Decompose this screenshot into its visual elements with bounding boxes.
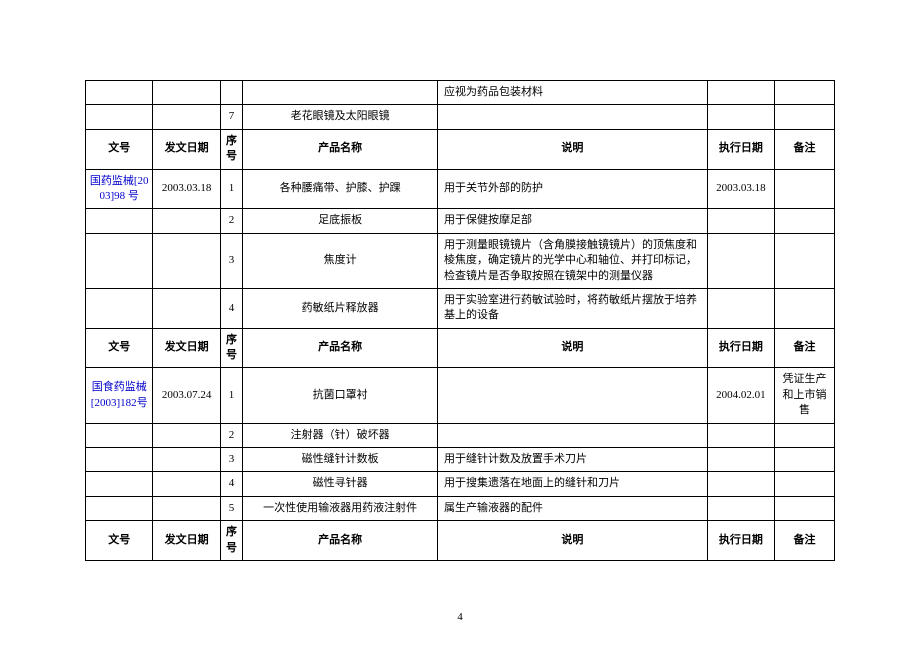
table-row: 3 磁性缝针计数板 用于缝针计数及放置手术刀片	[86, 448, 835, 472]
cell-name: 磁性缝针计数板	[243, 448, 438, 472]
cell-desc: 属生产输液器的配件	[438, 496, 708, 520]
col-docno: 文号	[86, 521, 153, 561]
col-seq: 序号	[220, 521, 242, 561]
col-desc: 说明	[438, 328, 708, 368]
cell-seq: 4	[220, 288, 242, 328]
cell-seq: 4	[220, 472, 242, 496]
col-exec: 执行日期	[707, 328, 774, 368]
cell-seq: 2	[220, 209, 242, 233]
col-seq: 序号	[220, 129, 242, 169]
col-name: 产品名称	[243, 521, 438, 561]
page-number: 4	[0, 611, 920, 623]
col-exec: 执行日期	[707, 521, 774, 561]
col-remark: 备注	[775, 521, 835, 561]
table-row: 2 足底振板 用于保健按摩足部	[86, 209, 835, 233]
col-name: 产品名称	[243, 328, 438, 368]
cell-name: 焦度计	[243, 233, 438, 288]
col-desc: 说明	[438, 521, 708, 561]
table-row: 7 老花眼镜及太阳眼镜	[86, 105, 835, 129]
col-docno: 文号	[86, 129, 153, 169]
regulation-table: 应视为药品包装材料 7 老花眼镜及太阳眼镜 文号 发文日期 序号 产品名称 说明…	[85, 80, 835, 561]
table-header-row: 文号 发文日期 序号 产品名称 说明 执行日期 备注	[86, 129, 835, 169]
col-docno: 文号	[86, 328, 153, 368]
col-seq: 序号	[220, 328, 242, 368]
col-date: 发文日期	[153, 129, 220, 169]
doc-number-link[interactable]: 国食药监械[2003]182号	[86, 368, 153, 423]
cell-name: 注射器（针）破坏器	[243, 423, 438, 447]
cell-date: 2003.03.18	[153, 169, 220, 209]
cell-remark: 凭证生产和上市销售	[775, 368, 835, 423]
col-date: 发文日期	[153, 521, 220, 561]
table-row: 国食药监械[2003]182号 2003.07.24 1 抗菌口罩衬 2004.…	[86, 368, 835, 423]
col-name: 产品名称	[243, 129, 438, 169]
table-row: 4 药敏纸片释放器 用于实验室进行药敏试验时，将药敏纸片摆放于培养基上的设备	[86, 288, 835, 328]
cell-seq: 1	[220, 368, 242, 423]
cell-name: 抗菌口罩衬	[243, 368, 438, 423]
col-remark: 备注	[775, 328, 835, 368]
cell-name: 药敏纸片释放器	[243, 288, 438, 328]
table-row: 3 焦度计 用于测量眼镜镜片（含角膜接触镜镜片）的顶焦度和棱焦度，确定镜片的光学…	[86, 233, 835, 288]
cell-seq: 2	[220, 423, 242, 447]
cell-desc: 用于缝针计数及放置手术刀片	[438, 448, 708, 472]
cell-desc: 应视为药品包装材料	[438, 81, 708, 105]
table-row: 2 注射器（针）破坏器	[86, 423, 835, 447]
cell-exec: 2003.03.18	[707, 169, 774, 209]
table-row: 5 一次性使用输液器用药液注射件 属生产输液器的配件	[86, 496, 835, 520]
cell-seq: 3	[220, 233, 242, 288]
cell-desc: 用于实验室进行药敏试验时，将药敏纸片摆放于培养基上的设备	[438, 288, 708, 328]
cell-name: 足底振板	[243, 209, 438, 233]
table-header-row: 文号 发文日期 序号 产品名称 说明 执行日期 备注	[86, 328, 835, 368]
cell-desc: 用于保健按摩足部	[438, 209, 708, 233]
col-date: 发文日期	[153, 328, 220, 368]
document-page: 应视为药品包装材料 7 老花眼镜及太阳眼镜 文号 发文日期 序号 产品名称 说明…	[0, 0, 920, 651]
cell-name: 一次性使用输液器用药液注射件	[243, 496, 438, 520]
col-desc: 说明	[438, 129, 708, 169]
doc-number-link[interactable]: 国药监械[2003]98 号	[86, 169, 153, 209]
cell-seq: 7	[220, 105, 242, 129]
table-row: 国药监械[2003]98 号 2003.03.18 1 各种腰痛带、护膝、护踝 …	[86, 169, 835, 209]
col-exec: 执行日期	[707, 129, 774, 169]
cell-seq: 3	[220, 448, 242, 472]
cell-desc: 用于测量眼镜镜片（含角膜接触镜镜片）的顶焦度和棱焦度，确定镜片的光学中心和轴位、…	[438, 233, 708, 288]
table-header-row: 文号 发文日期 序号 产品名称 说明 执行日期 备注	[86, 521, 835, 561]
col-remark: 备注	[775, 129, 835, 169]
cell-name: 老花眼镜及太阳眼镜	[243, 105, 438, 129]
cell-desc: 用于关节外部的防护	[438, 169, 708, 209]
cell-name: 各种腰痛带、护膝、护踝	[243, 169, 438, 209]
table-row: 应视为药品包装材料	[86, 81, 835, 105]
cell-date: 2003.07.24	[153, 368, 220, 423]
cell-exec: 2004.02.01	[707, 368, 774, 423]
cell-name: 磁性寻针器	[243, 472, 438, 496]
cell-seq: 5	[220, 496, 242, 520]
cell-seq: 1	[220, 169, 242, 209]
cell-desc: 用于搜集遗落在地面上的缝针和刀片	[438, 472, 708, 496]
table-row: 4 磁性寻针器 用于搜集遗落在地面上的缝针和刀片	[86, 472, 835, 496]
